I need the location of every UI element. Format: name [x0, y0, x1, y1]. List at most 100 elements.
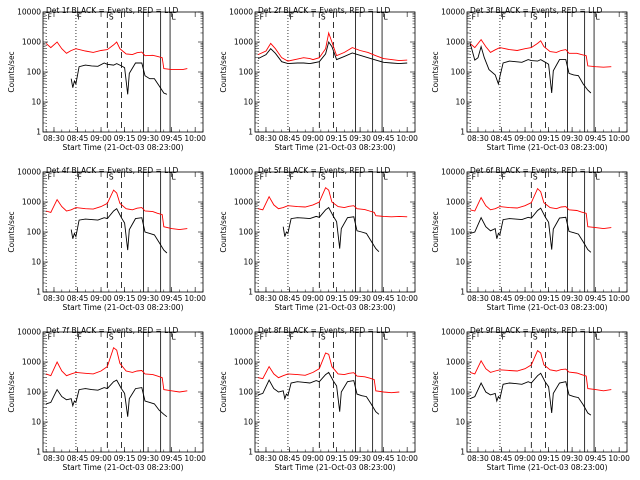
y-tick-label: 1 — [460, 128, 465, 137]
panel-title: Det 7f BLACK = Events, RED = LLD — [46, 326, 179, 335]
marker-label: S — [109, 173, 114, 182]
panel-7f: 1 10 100 1000 10000 08:30 08:45 09:00 09:15 09:30… — [7, 326, 206, 472]
x-tick-label: 09:30 — [349, 294, 371, 303]
y-tick-label: 10 — [455, 418, 465, 427]
y-tick-label: 10 — [31, 98, 41, 107]
x-axis-label: Start Time (21-Oct-03 08:23:00) — [274, 463, 395, 472]
x-axis-label: Start Time (21-Oct-03 08:23:00) — [274, 143, 395, 152]
y-tick-label: 1 — [460, 288, 465, 297]
y-tick-label: 10000 — [17, 8, 41, 17]
x-tick-label: 10:00 — [608, 454, 630, 463]
panel-title: Det 1f BLACK = Events, RED = LLD — [46, 6, 179, 15]
y-tick-label: 1000 — [234, 358, 253, 367]
x-tick-label: 09:00 — [514, 134, 536, 143]
marker-label: F — [77, 333, 81, 342]
y-tick-label: 1 — [248, 288, 253, 297]
y-tick-label: 1000 — [22, 198, 41, 207]
x-tick-label: 09:45 — [373, 454, 395, 463]
y-tick-label: 1000 — [22, 358, 41, 367]
panel-6f: 1 10 100 1000 10000 08:30 08:45 09:00 09:15 09:30… — [431, 166, 630, 312]
plot-frame — [42, 171, 204, 293]
x-tick-label: 08:45 — [491, 294, 513, 303]
plot-frame — [466, 331, 628, 453]
panel-2f: 1 10 100 1000 10000 08:30 08:45 09:00 09:15 09:30… — [219, 6, 418, 152]
marker-label: F — [472, 13, 476, 22]
x-tick-label: 08:30 — [467, 294, 489, 303]
y-tick-label: 1 — [248, 128, 253, 137]
series-events-line — [469, 207, 592, 253]
panel-title: Det 9f BLACK = Events, RED = LLD — [470, 326, 603, 335]
x-tick-label: 09:15 — [114, 294, 136, 303]
x-tick-label: 10:00 — [396, 454, 418, 463]
x-tick-label: 09:15 — [326, 294, 348, 303]
y-tick-label: 100 — [27, 68, 42, 77]
y-tick-label: 10 — [243, 418, 253, 427]
y-tick-label: 1 — [248, 448, 253, 457]
y-axis-label: Counts/sec — [431, 371, 440, 412]
marker-label: F — [501, 333, 505, 342]
y-axis-label: Counts/sec — [7, 211, 16, 252]
marker-label: S — [533, 333, 538, 342]
y-tick-label: 1000 — [234, 198, 253, 207]
marker-label: S — [321, 333, 326, 342]
x-tick-label: 08:30 — [43, 454, 65, 463]
x-tick-label: 09:45 — [161, 294, 183, 303]
x-tick-label: 09:15 — [538, 454, 560, 463]
y-tick-label: 100 — [239, 228, 254, 237]
plot-frame — [254, 11, 416, 133]
panel-title: Det 3f BLACK = Events, RED = LLD — [470, 6, 603, 15]
series-events-line — [257, 40, 408, 65]
marker-label: S — [321, 173, 326, 182]
y-tick-label: 10000 — [441, 168, 465, 177]
marker-label: L — [596, 13, 601, 22]
x-tick-label: 08:45 — [491, 134, 513, 143]
plot-frame — [254, 171, 416, 293]
series-lld-line — [45, 41, 188, 71]
series-lld-line — [469, 187, 612, 230]
panel-8f: 1 10 100 1000 10000 08:30 08:45 09:00 09:15 09:30… — [219, 326, 418, 472]
marker-label: F — [48, 13, 52, 22]
x-axis-label: Start Time (21-Oct-03 08:23:00) — [62, 143, 183, 152]
y-axis-label: Counts/sec — [431, 211, 440, 252]
x-tick-label: 09:00 — [302, 294, 324, 303]
y-tick-label: 10 — [455, 98, 465, 107]
y-tick-label: 100 — [27, 388, 42, 397]
y-tick-label: 1 — [36, 128, 41, 137]
series-lld-line — [45, 189, 188, 231]
y-tick-label: 1000 — [446, 38, 465, 47]
marker-label: L — [172, 173, 177, 182]
marker-label: L — [384, 13, 389, 22]
x-tick-label: 09:45 — [373, 134, 395, 143]
y-tick-label: 10000 — [229, 8, 253, 17]
plot-frame — [42, 11, 204, 133]
marker-label: F — [260, 333, 264, 342]
y-tick-label: 10000 — [229, 168, 253, 177]
y-tick-label: 1 — [36, 448, 41, 457]
marker-label: L — [384, 173, 389, 182]
x-tick-label: 09:15 — [326, 454, 348, 463]
x-axis-label: Start Time (21-Oct-03 08:23:00) — [274, 303, 395, 312]
x-tick-label: 08:30 — [255, 294, 277, 303]
x-tick-label: 09:30 — [561, 294, 583, 303]
y-axis-label: Counts/sec — [219, 51, 228, 92]
x-tick-label: 09:00 — [514, 294, 536, 303]
x-tick-label: 09:00 — [90, 454, 112, 463]
y-tick-label: 1000 — [446, 358, 465, 367]
marker-label: F — [472, 333, 476, 342]
x-tick-label: 08:30 — [43, 294, 65, 303]
marker-label: L — [596, 173, 601, 182]
marker-label: F — [501, 13, 505, 22]
y-tick-label: 1 — [36, 288, 41, 297]
marker-label: L — [384, 333, 389, 342]
x-tick-label: 09:00 — [302, 134, 324, 143]
marker-label: L — [596, 333, 601, 342]
x-tick-label: 08:30 — [467, 134, 489, 143]
x-tick-label: 10:00 — [396, 294, 418, 303]
x-tick-label: 08:45 — [491, 454, 513, 463]
x-tick-label: 10:00 — [396, 134, 418, 143]
y-tick-label: 10000 — [17, 168, 41, 177]
plot-frame — [466, 11, 628, 133]
marker-label: F — [289, 13, 293, 22]
x-tick-label: 08:45 — [279, 134, 301, 143]
